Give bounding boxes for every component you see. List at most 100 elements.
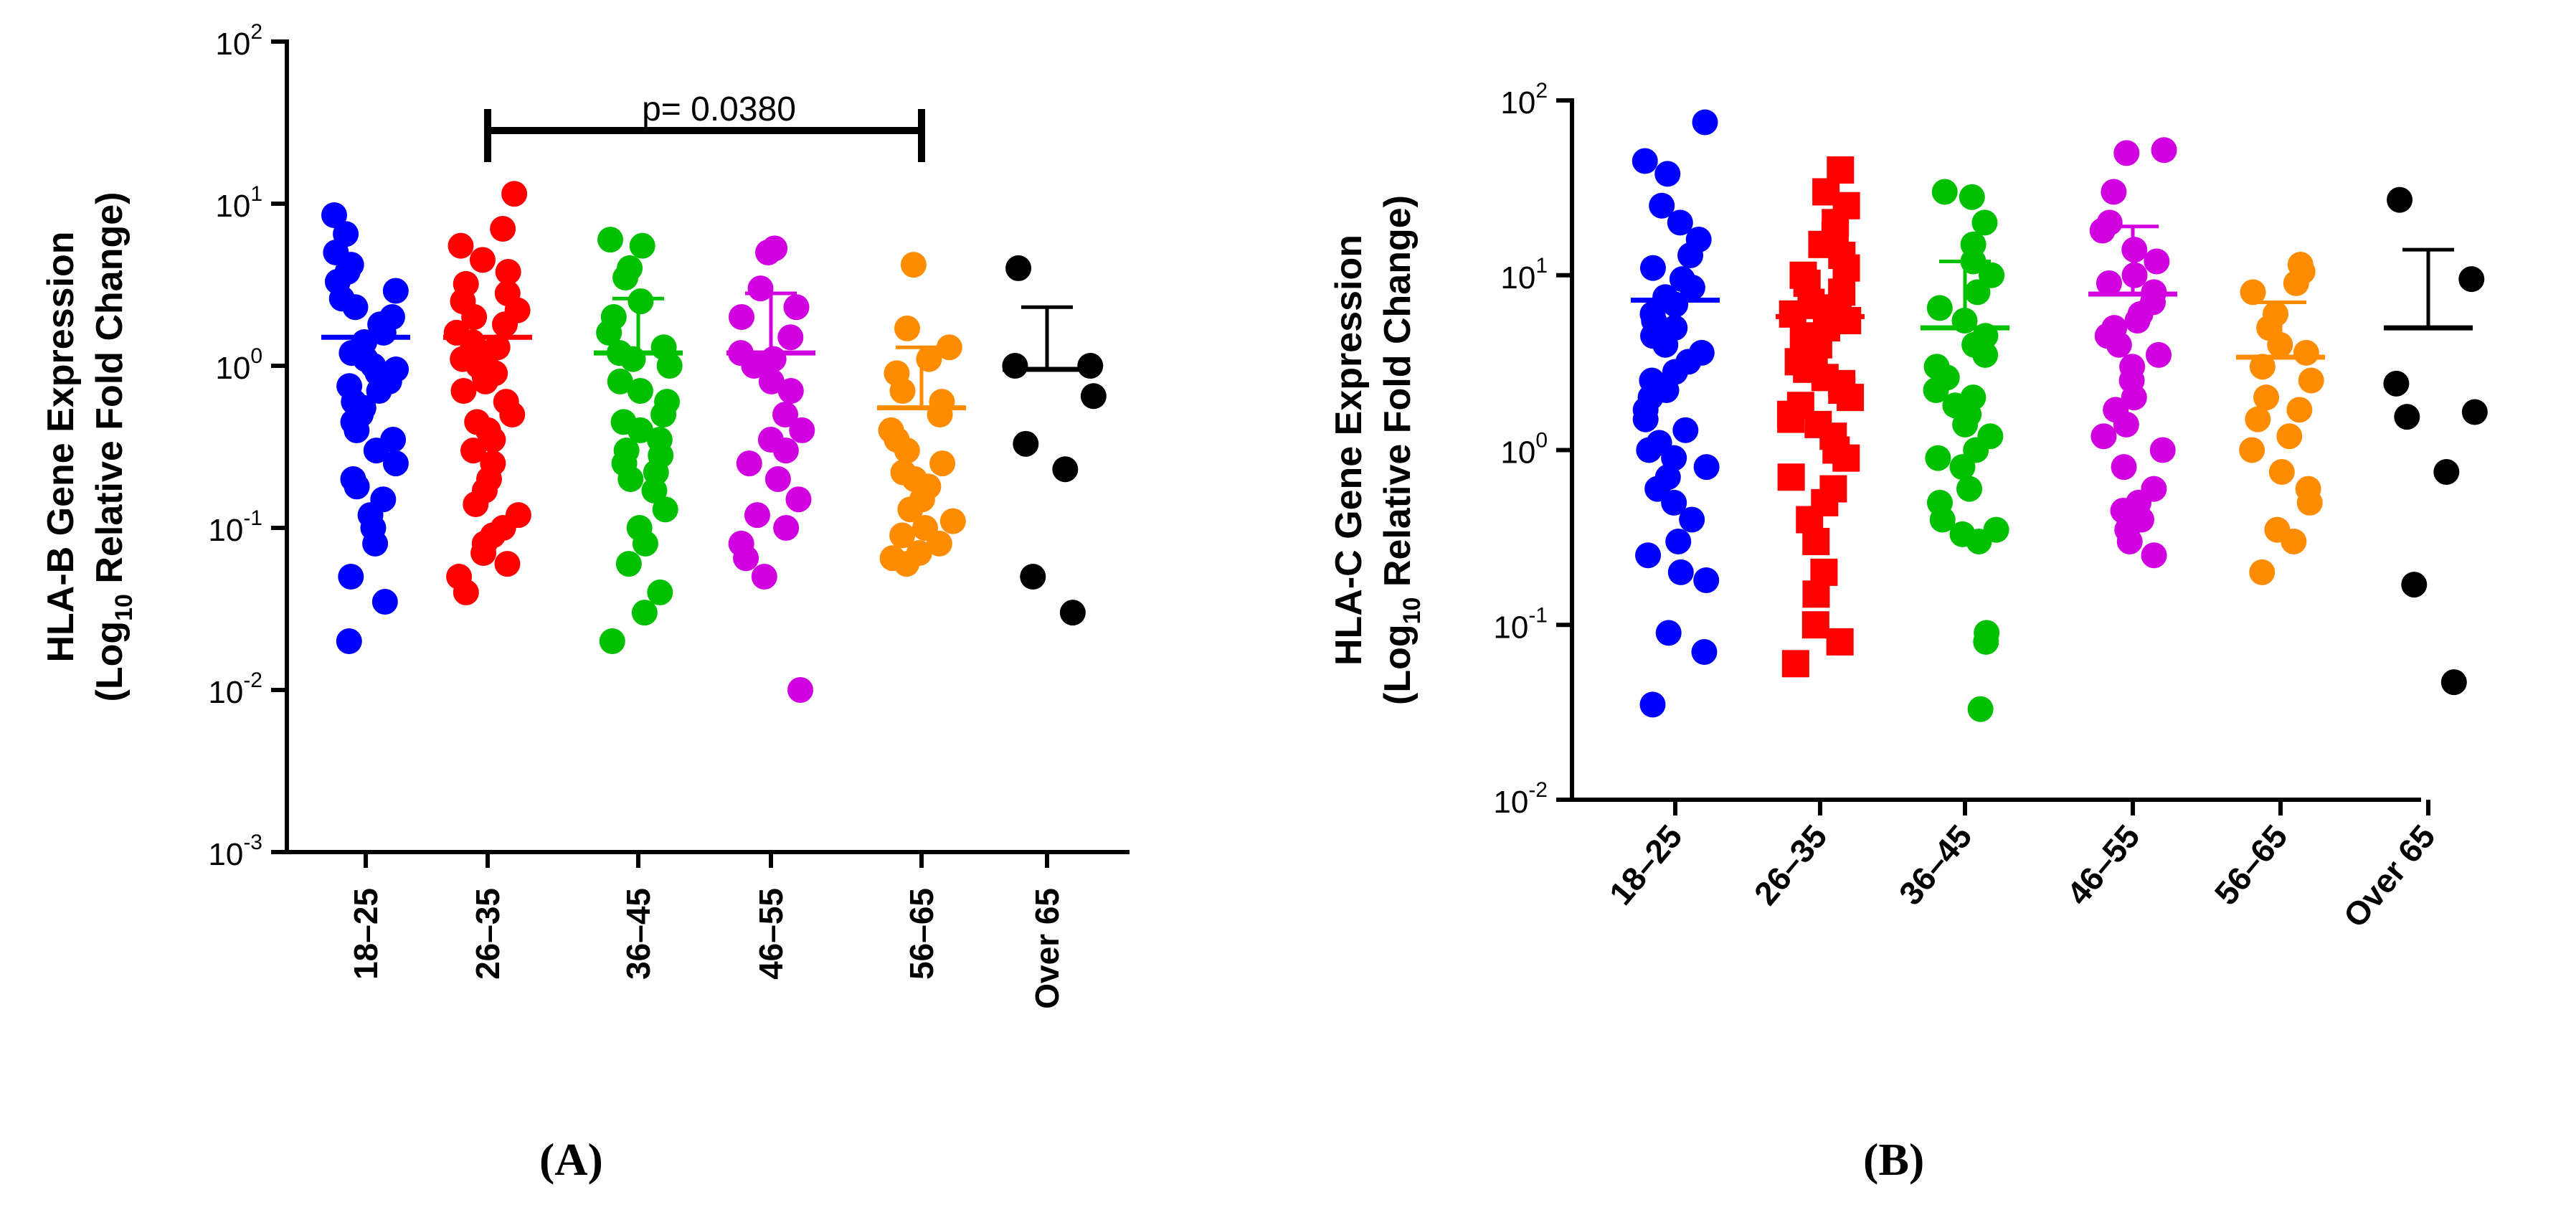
data-point [1929,506,1956,533]
x-tick-label: 36–45 [620,888,657,980]
data-point [2141,542,2167,569]
data-point [2458,266,2485,293]
data-point [1802,527,1830,555]
data-point [1931,179,1958,205]
data-point [620,346,646,372]
data-point [607,368,633,394]
data-point [1693,567,1720,594]
data-point [1667,209,1693,236]
data-point [894,438,920,464]
data-point [1692,109,1718,136]
data-point [736,450,762,477]
data-point [2121,262,2148,288]
data-point [2121,384,2147,411]
data-point [1801,611,1829,639]
y-tick-label: 10-1 [208,506,262,548]
data-point [617,465,644,492]
y-axis-title: HLA-B Gene Expression [40,231,82,662]
data-point [2146,341,2172,368]
data-point [2096,270,2122,296]
data-point [787,677,814,703]
data-point [363,438,389,464]
data-point [751,564,777,590]
data-point [362,530,389,557]
data-point [1679,506,1705,533]
data-point [1002,353,1028,379]
data-point [1964,279,1991,306]
data-point [450,378,477,405]
panel-label-a: (A) [539,1134,603,1185]
data-point [2286,397,2313,423]
data-point [2283,270,2309,296]
data-point [336,628,362,654]
data-point [729,303,755,330]
data-point [2293,339,2319,366]
panel-label-b: (B) [1863,1134,1925,1185]
data-point [631,600,658,626]
data-point [1639,255,1666,281]
data-point [371,589,398,615]
data-point [764,465,791,492]
data-point [2383,370,2410,397]
data-point [733,545,759,572]
data-point [2401,572,2428,598]
data-point [744,502,770,529]
data-point [495,258,521,285]
data-point [2149,437,2176,463]
x-tick-label: Over 65 [2336,818,2442,935]
data-point [1013,430,1039,457]
data-point [1649,192,1675,219]
data-point [1639,691,1666,718]
x-tick-label: 36–45 [1892,818,1979,912]
data-point [382,278,409,304]
y-tick-label: 100 [1500,429,1548,471]
data-point [783,294,810,321]
data-point [772,438,799,464]
data-point [785,486,812,513]
data-point [900,252,927,278]
data-point [1080,383,1107,410]
data-point [1952,411,1979,438]
data-point [2090,423,2117,450]
data-point [652,496,678,523]
data-point [2387,186,2413,213]
data-point [453,579,479,605]
data-point [615,551,642,577]
data-point [2249,354,2276,380]
y-tick-label: 10-1 [1493,603,1548,645]
data-point [929,450,956,477]
p-value-label: p= 0.0380 [642,90,796,128]
data-point [1973,628,1999,655]
data-point [2116,528,2143,554]
data-point [627,378,653,405]
data-point [936,334,962,361]
data-point [894,315,920,341]
data-point [777,324,804,351]
data-point [2101,179,2127,205]
data-point [2239,437,2265,463]
data-point [629,232,655,259]
data-point [2433,458,2460,485]
data-point [1777,405,1805,433]
data-point [1956,476,1983,502]
data-point [772,402,799,428]
data-point [1832,444,1860,472]
data-point [2089,217,2116,244]
data-point [2281,528,2307,554]
data-point [612,265,639,291]
x-tick-label: 26–35 [1747,818,1834,912]
data-point [2245,406,2271,432]
data-point [1661,489,1687,516]
panel-b: 10-2 10-1 100 101 102 HLA-C Gene Expression (L… [1288,0,2576,1215]
data-point [1632,406,1659,432]
data-point [897,496,924,523]
data-point [1837,384,1865,412]
data-point [344,473,370,500]
data-point [1966,528,1992,554]
data-point [889,522,916,549]
data-point [2440,669,2467,696]
data-point [1635,542,1662,569]
data-point [448,232,474,259]
data-point [1059,600,1086,626]
data-point [789,417,815,443]
